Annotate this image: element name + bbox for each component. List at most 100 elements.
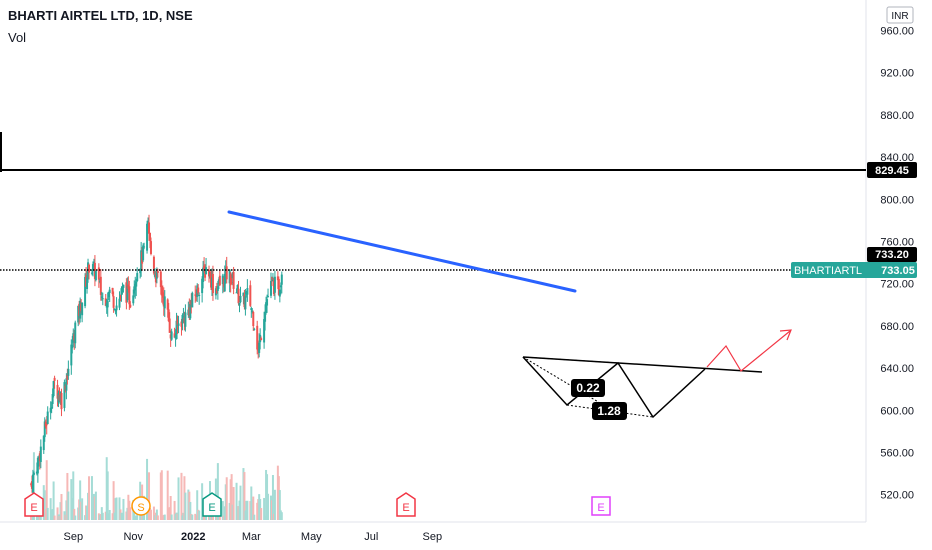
candle-body [81, 302, 84, 316]
time-tick-label: 2022 [181, 531, 205, 543]
candle-body [113, 308, 116, 310]
resistance-price-badge [867, 162, 917, 178]
candle-body [88, 264, 91, 273]
last-price-label: 733.05 [881, 265, 915, 277]
event-marker-letter: E [597, 502, 604, 514]
volume-bar [79, 480, 82, 520]
volume-bar [246, 500, 249, 520]
candle-body [180, 321, 183, 327]
candle-body [136, 273, 139, 282]
volume-bar [278, 490, 281, 520]
candle-body [238, 302, 241, 306]
ratio-badge-2 [592, 402, 627, 420]
symbol-label: BHARTIARTL [794, 265, 862, 277]
candle-body [246, 288, 249, 295]
candle-body [92, 261, 95, 264]
candle-body [156, 270, 159, 273]
pattern-dotted-ac [522, 356, 601, 404]
candle-body [106, 300, 109, 308]
volume-bar [118, 497, 121, 520]
pattern-dotted-bd [566, 404, 654, 418]
candle-body [122, 284, 125, 288]
pattern-drawing[interactable]: 0.22 1.28 [522, 356, 763, 420]
volume-bar [198, 510, 201, 520]
candle-body [163, 296, 166, 309]
volume-bar [170, 514, 173, 520]
volume-bar [201, 483, 204, 520]
volume-bar [52, 481, 55, 520]
projection-arrow[interactable] [706, 329, 792, 372]
candle-body [91, 264, 94, 271]
candle-body [45, 424, 48, 426]
candle-body [201, 278, 204, 294]
trendline[interactable] [227, 210, 577, 293]
candle-body [279, 285, 282, 288]
price-tick-label: 800.00 [880, 194, 914, 206]
volume-bar [112, 481, 115, 520]
candle-body [39, 446, 42, 462]
price-tick-label: 640.00 [880, 363, 914, 375]
volume-bar [239, 485, 242, 520]
volume-bar [49, 498, 52, 520]
candle-body [230, 281, 233, 283]
price-tick-label: 600.00 [880, 405, 914, 417]
prev-close-label: 733.20 [875, 249, 909, 261]
currency-box[interactable] [886, 6, 914, 24]
candle-body [118, 298, 121, 308]
candle-body [278, 290, 281, 297]
candle-body [66, 374, 69, 380]
candle-body [161, 292, 164, 298]
candle-body [256, 325, 259, 350]
price-axis: 960.00 920.00 880.00 840.00 800.00 760.00 720.… [880, 26, 914, 502]
time-tick-label: Sep [423, 531, 443, 543]
volume-bar [106, 471, 109, 520]
candle-body [155, 271, 158, 279]
candle-body [51, 394, 54, 405]
volume-bar [189, 501, 192, 520]
chart-title: BHARTI AIRTEL LTD, 1D, NSE [8, 8, 193, 23]
event-marker-letter: S [137, 502, 144, 514]
candle-body [126, 286, 129, 301]
volume-bar [101, 512, 104, 520]
volume-bar [177, 477, 180, 520]
candle-body [235, 292, 238, 294]
candle-body [146, 223, 149, 251]
earnings-marker [591, 496, 611, 516]
projection-arrowhead [779, 329, 792, 341]
candle-body [263, 319, 266, 343]
volume-bar [73, 508, 76, 520]
pattern-neckline [522, 356, 763, 373]
candle-body [94, 271, 97, 281]
volume-label: Vol [8, 30, 27, 45]
candle-body [112, 296, 115, 308]
candle-body [175, 320, 178, 339]
candle-body [264, 311, 267, 322]
volume-bar [108, 510, 111, 520]
price-tick-label: 880.00 [880, 110, 914, 122]
candle-body [237, 288, 240, 304]
candle-body [74, 322, 77, 344]
price-tick-label: 680.00 [880, 321, 914, 333]
candle-body [56, 384, 59, 399]
volume-bar [152, 506, 155, 520]
candle-body [225, 266, 228, 280]
candle-body [128, 286, 131, 305]
candle-body [205, 267, 208, 275]
candle-body [211, 274, 214, 294]
price-tick-label: 560.00 [880, 448, 914, 460]
volume-bar [94, 491, 97, 520]
candle-body [129, 304, 132, 308]
candle-body [50, 407, 53, 409]
event-marker-letter: E [402, 502, 409, 514]
volume-bar [267, 493, 270, 520]
candle-body [273, 276, 276, 293]
volume-bar [225, 477, 228, 520]
candle-body [90, 272, 93, 274]
candle-body [115, 305, 118, 311]
candle-body [159, 271, 162, 288]
candle-body [63, 382, 66, 408]
time-tick-label: May [301, 531, 322, 543]
earnings-marker [396, 492, 416, 517]
